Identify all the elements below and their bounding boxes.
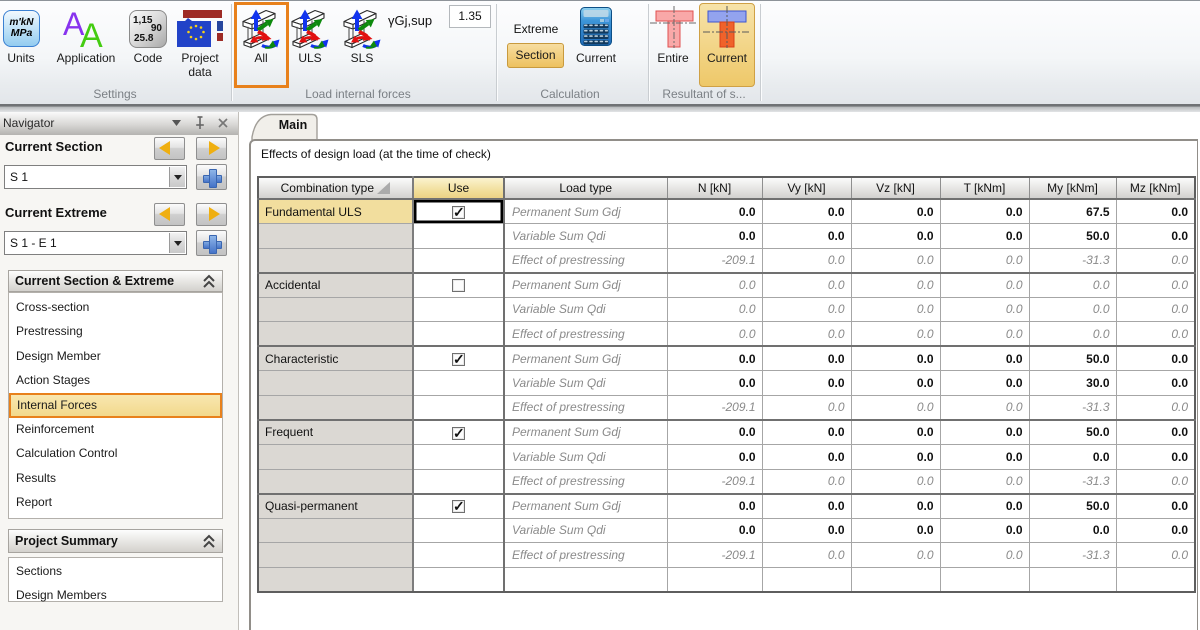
svg-text:A: A [80,17,103,49]
svg-text:A: A [63,6,85,42]
